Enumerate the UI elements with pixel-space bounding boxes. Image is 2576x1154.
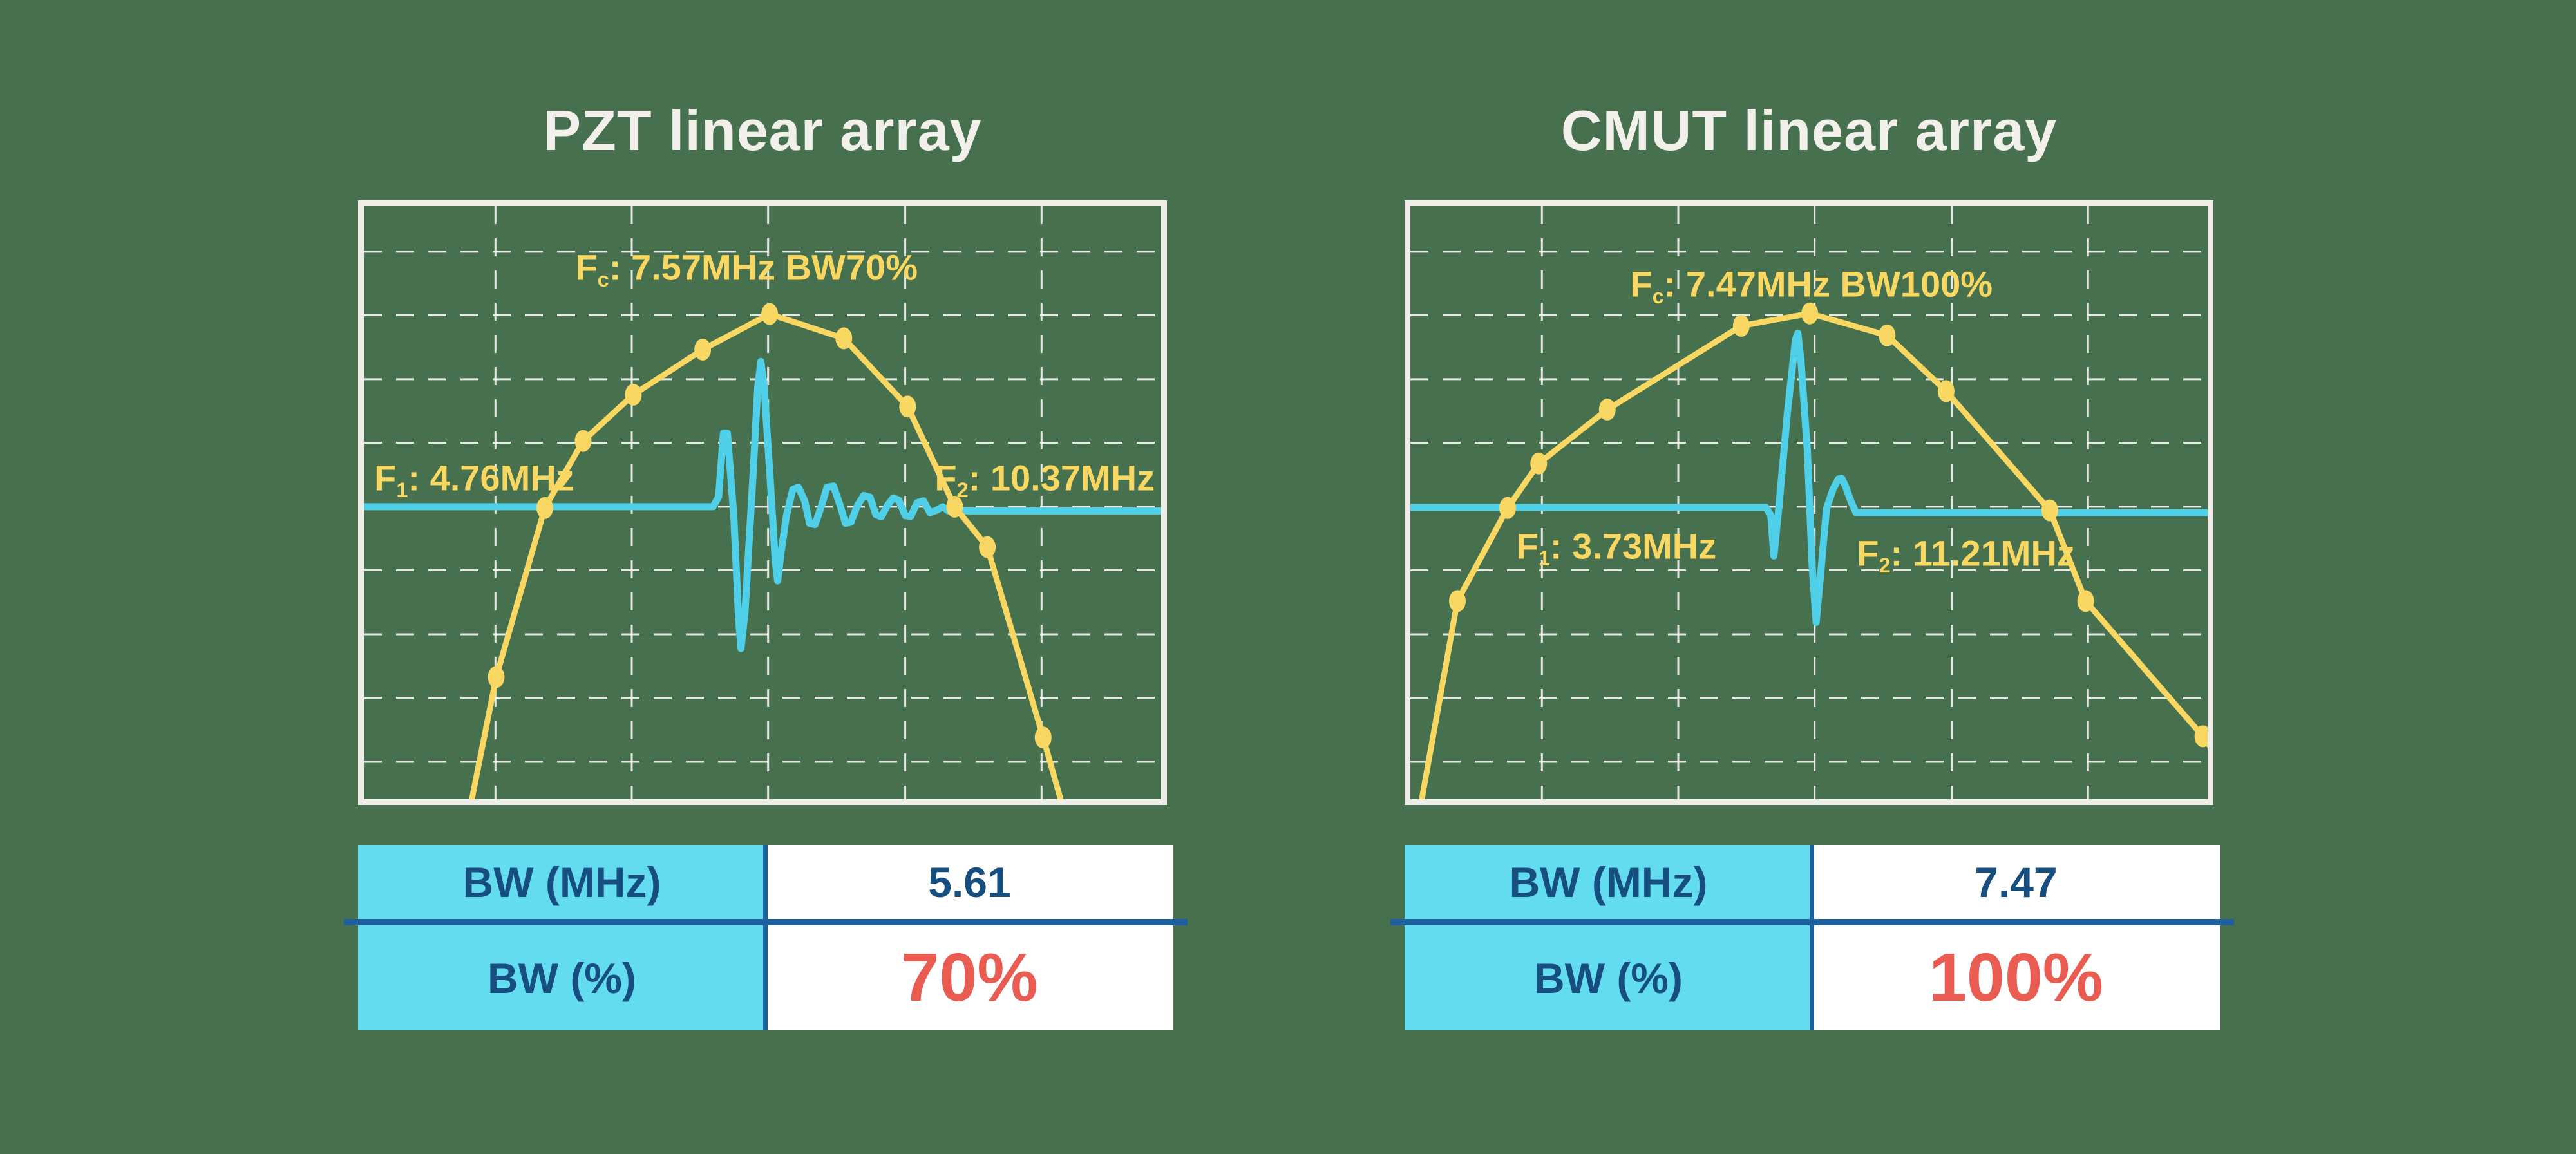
table-column-divider — [1810, 845, 1814, 1030]
pzt-bw-mhz-label: BW (MHz) — [358, 845, 766, 919]
pzt-chart-frame: Fc: 7.57MHz BW70% F1: 4.76MHz F2: 10.37M… — [358, 200, 1167, 805]
cmut-chart-frame: Fc: 7.47MHz BW100% F1: 3.73MHz F2: 11.21… — [1405, 200, 2213, 805]
pzt-bw-pct-label: BW (%) — [358, 925, 766, 1030]
table-row: BW (MHz) 5.61 — [358, 845, 1173, 919]
table-column-divider — [763, 845, 768, 1030]
pzt-f1-annotation: F1: 4.76MHz — [374, 457, 574, 502]
cmut-bw-table: BW (MHz) 7.47 BW (%) 100% — [1390, 845, 2234, 1030]
pzt-chart-plot — [364, 206, 1161, 799]
cmut-bw-mhz-value: 7.47 — [1812, 845, 2220, 919]
table-row: BW (%) 70% — [358, 925, 1173, 1030]
cmut-chart-title: CMUT linear array — [1560, 99, 2058, 162]
table-row-divider — [344, 919, 1188, 925]
pzt-fc-annotation: Fc: 7.57MHz BW70% — [575, 247, 918, 292]
table-row: BW (MHz) 7.47 — [1405, 845, 2220, 919]
table-row-divider — [1390, 919, 2234, 925]
cmut-bw-pct-value: 100% — [1812, 925, 2220, 1030]
cmut-fc-annotation: Fc: 7.47MHz BW100% — [1630, 263, 1993, 308]
cmut-chart-plot — [1410, 206, 2208, 799]
pzt-bw-table: BW (MHz) 5.61 BW (%) 70% — [344, 845, 1188, 1030]
pzt-f2-annotation: F2: 10.37MHz — [934, 457, 1155, 502]
cmut-panel: CMUT linear array Fc: 7.47MHz BW100% F1:… — [1390, 0, 2234, 1154]
table-row: BW (%) 100% — [1405, 925, 2220, 1030]
cmut-bw-pct-label: BW (%) — [1405, 925, 1812, 1030]
pzt-panel: PZT linear array Fc: 7.57MHz BW70% F1: 4… — [344, 0, 1188, 1154]
cmut-bw-mhz-label: BW (MHz) — [1405, 845, 1812, 919]
cmut-f2-annotation: F2: 11.21MHz — [1857, 533, 2075, 578]
pzt-bw-pct-value: 70% — [766, 925, 1173, 1030]
pzt-bw-mhz-value: 5.61 — [766, 845, 1173, 919]
cmut-f1-annotation: F1: 3.73MHz — [1516, 525, 1717, 571]
pzt-chart-title: PZT linear array — [543, 99, 982, 162]
